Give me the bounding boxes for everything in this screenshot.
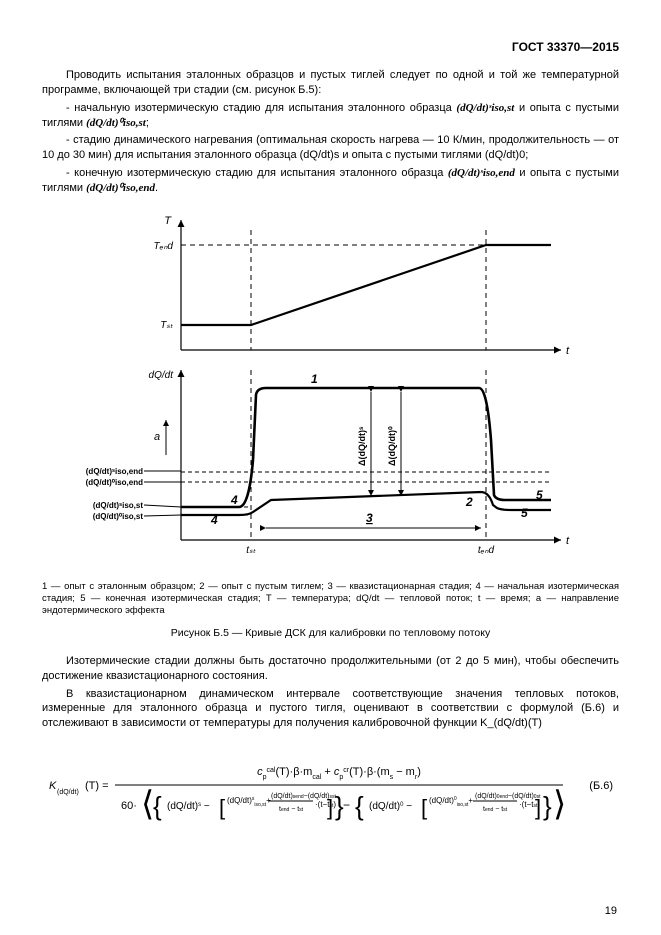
label-delta-s: Δ(dQ/dt)ˢ <box>357 426 367 466</box>
svg-text:(dQ/dt): (dQ/dt) <box>57 789 79 796</box>
formula-dq-0-end: (dQ/dt)⁰iso,end <box>86 182 155 194</box>
page-number: 19 <box>605 905 617 917</box>
label-dq-0-iso-end: (dQ/dt)⁰iso,end <box>85 478 143 487</box>
callout-4b: 4 <box>230 493 238 507</box>
formula-dq-s-st: (dQ/dt)ˢiso,st <box>456 102 514 114</box>
label-t-end: tₑₙd <box>477 545 494 556</box>
svg-text:[: [ <box>219 795 225 820</box>
svg-text:(dQ/dt)0end−(dQ/dt)0st: (dQ/dt)0end−(dQ/dt)0st <box>475 793 541 800</box>
paragraph-intro: Проводить испытания эталонных образцов и… <box>42 68 619 98</box>
figure-b5: T t Tₑₙd Tₛₜ dQ/dt t a <box>42 210 619 573</box>
svg-text:·(t−tst): ·(t−tst) <box>315 800 336 809</box>
figure-legend: 1 — опыт с эталонным образцом; 2 — опыт … <box>42 581 619 618</box>
bullet-3-text-c: . <box>155 182 158 194</box>
callout-5: 5 <box>521 506 528 520</box>
svg-text:K: K <box>49 780 57 792</box>
bullet-1-text-c: ; <box>146 117 149 129</box>
svg-text:−: − <box>343 798 350 812</box>
callout-3: 3 <box>366 511 373 525</box>
svg-text:(dQ/dt)send−(dQ/dt)sst: (dQ/dt)send−(dQ/dt)sst <box>271 793 337 800</box>
callout-5b: 5 <box>536 488 543 502</box>
svg-text:(dQ/dt)siso,st+: (dQ/dt)siso,st+ <box>227 796 271 808</box>
bullet-1: - начальную изотермическую стадию для ис… <box>42 101 619 131</box>
svg-text:[: [ <box>421 795 427 820</box>
axis-label-T: T <box>164 215 172 227</box>
bullet-2: - стадию динамического нагревания (оптим… <box>42 133 619 163</box>
svg-text:⟩: ⟩ <box>553 785 566 823</box>
label-T-end: Tₑₙd <box>153 241 173 252</box>
equation-b6: K (dQ/dt) (T) = cpcal(T)·β·mcal + cpcr(T… <box>42 741 619 836</box>
figure-caption: Рисунок Б.5 — Кривые ДСК для калибровки … <box>42 626 619 640</box>
paragraph-3: В квазистационарном динамическом интерва… <box>42 687 619 732</box>
paragraph-2: Изотермические стадии должны быть достат… <box>42 654 619 684</box>
label-dq-0-iso-st: (dQ/dt)⁰iso,st <box>92 512 143 521</box>
axis-label-dQdt: dQ/dt <box>148 370 174 381</box>
svg-text:(T) =: (T) = <box>85 780 109 792</box>
label-dq-s-iso-end: (dQ/dt)ˢiso,end <box>85 467 142 476</box>
label-t-st: tₛₜ <box>246 545 257 556</box>
svg-text:{: { <box>153 791 162 821</box>
svg-text:(dQ/dt)0iso,st+: (dQ/dt)0iso,st+ <box>429 796 473 808</box>
label-delta-0: Δ(dQ/dt)⁰ <box>387 426 397 466</box>
svg-text:{: { <box>355 791 364 821</box>
svg-text:60·: 60· <box>121 800 137 812</box>
svg-text:tend − tst: tend − tst <box>483 806 508 813</box>
bullet-3-text-a: - конечную изотермическую стадию для исп… <box>66 167 448 179</box>
formula-dq-s-end: (dQ/dt)ˢiso,end <box>448 167 515 179</box>
svg-text:(dQ/dt)0 −: (dQ/dt)0 − <box>369 801 412 812</box>
document-header: ГОСТ 33370—2015 <box>42 40 619 54</box>
svg-text:tend − tst: tend − tst <box>279 806 304 813</box>
callout-4: 4 <box>210 513 218 527</box>
axis-label-t-bot: t <box>566 535 570 547</box>
bullet-1-text-a: - начальную изотермическую стадию для ис… <box>66 102 456 114</box>
label-a: a <box>154 431 160 443</box>
svg-text:cpcal(T)·β·mcal + cpcr(T)·β·(m: cpcal(T)·β·mcal + cpcr(T)·β·(ms − mr) <box>257 766 421 781</box>
formula-dq-0-st: (dQ/dt)⁰iso,st <box>86 117 146 129</box>
label-dq-s-iso-st: (dQ/dt)ˢiso,st <box>92 501 142 510</box>
svg-text:·(t−tst): ·(t−tst) <box>519 800 540 809</box>
equation-number: (Б.6) <box>589 780 613 792</box>
callout-2: 2 <box>465 495 473 509</box>
svg-text:}: } <box>543 791 552 821</box>
axis-label-t-top: t <box>566 345 570 357</box>
svg-text:(dQ/dt)s −: (dQ/dt)s − <box>167 801 210 812</box>
bullet-3: - конечную изотермическую стадию для исп… <box>42 166 619 196</box>
callout-1: 1 <box>311 372 318 386</box>
label-T-st: Tₛₜ <box>160 320 174 331</box>
